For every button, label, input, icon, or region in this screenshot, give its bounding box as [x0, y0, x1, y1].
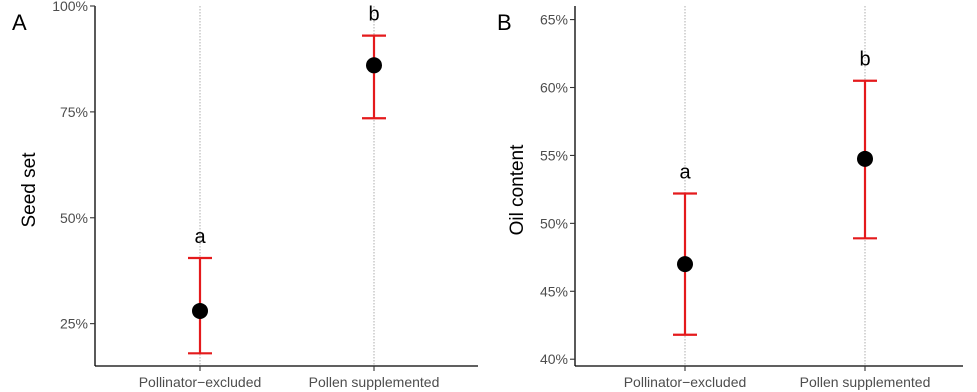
- error-bar: [362, 34, 386, 120]
- y-tick-label: 50%: [540, 215, 568, 231]
- y-tick-label: 65%: [540, 12, 568, 28]
- chart-panel-b: B Oil content 40% 45% 50% 55% 60% 65% Pollinator…: [497, 6, 963, 390]
- significance-letter: b: [859, 49, 870, 71]
- x-tick-label: Pollen supplemented: [800, 374, 931, 390]
- x-tick-label: Pollen supplemented: [309, 374, 440, 390]
- y-tick-label: 25%: [60, 316, 88, 332]
- y-tick-label: 55%: [540, 147, 568, 163]
- data-point: [366, 57, 382, 74]
- chart-panel-a: A Seed set 25% 50% 75% 100% Pollinator−exclude…: [12, 0, 478, 390]
- y-axis-title: Seed set: [19, 152, 40, 228]
- data-point: [677, 256, 693, 273]
- y-tick-label: 60%: [540, 80, 568, 96]
- data-point: [857, 150, 873, 167]
- panel-label: A: [12, 10, 27, 35]
- y-tick-label: 40%: [540, 351, 568, 367]
- panel-label: B: [497, 10, 512, 35]
- y-tick-label: 75%: [60, 104, 88, 120]
- y-tick-label: 100%: [52, 0, 88, 14]
- significance-letter: b: [368, 4, 379, 26]
- significance-letter: a: [679, 161, 691, 183]
- data-point: [192, 302, 208, 319]
- x-tick-label: Pollinator−excluded: [139, 374, 262, 390]
- y-tick-label: 50%: [60, 210, 88, 226]
- x-tick-label: Pollinator−excluded: [624, 374, 747, 390]
- significance-letter: a: [194, 226, 206, 248]
- y-tick-label: 45%: [540, 283, 568, 299]
- y-axis-title: Oil content: [507, 144, 528, 236]
